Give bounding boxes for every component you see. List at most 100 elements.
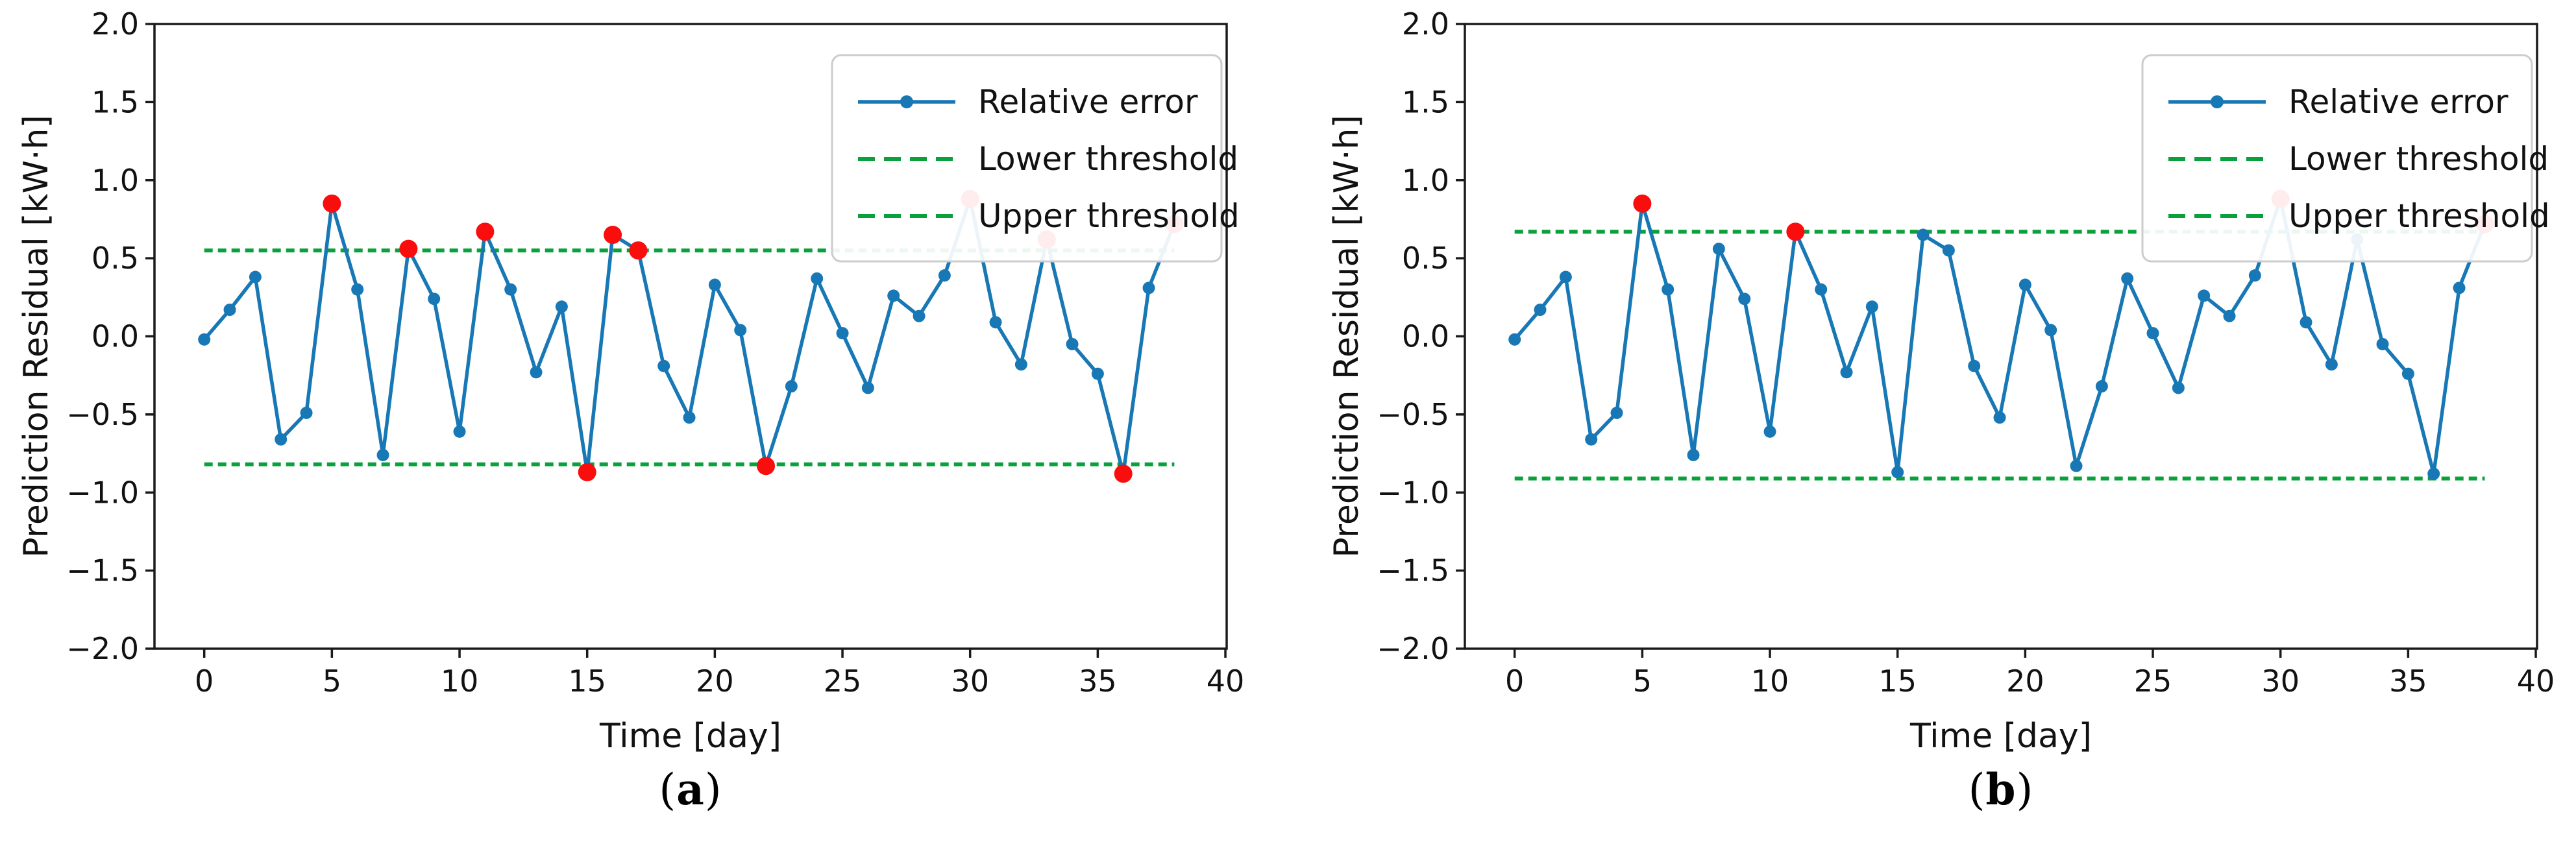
anomaly-marker [323,194,341,213]
x-tick-label: 15 [1878,664,1917,699]
data-point-marker [811,272,824,285]
data-point-marker [198,333,211,346]
x-tick-label: 25 [2134,664,2172,699]
x-axis-label: Time [day] [599,717,781,756]
data-point-marker [1712,243,1725,256]
y-axis-label: Prediction Residual [kW·h] [1327,115,1366,558]
legend-label: Upper threshold [978,197,1240,235]
y-tick-label: 1.5 [92,84,139,119]
data-point-marker [300,406,313,419]
data-point-marker [2044,324,2057,337]
data-point-marker [708,278,721,291]
data-point-marker [1534,304,1547,317]
panel-caption-b: (b) [1465,764,2537,815]
legend-label: Relative error [978,83,1198,121]
data-point-marker [351,283,364,296]
data-point-marker [1968,359,1981,372]
data-point-marker [1066,338,1079,351]
caption-b-close-paren: ) [2016,765,2034,815]
y-tick-label: −2.0 [66,631,139,666]
data-point-marker [1738,293,1751,306]
data-point-marker [2248,269,2261,282]
data-point-marker [1014,358,1027,371]
x-tick-label: 30 [951,664,989,699]
x-tick-label: 30 [2261,664,2300,699]
data-point-marker [1865,300,1878,313]
y-tick-label: −0.5 [66,397,139,432]
data-point-marker [275,433,288,446]
data-point-marker [2172,381,2185,394]
data-point-marker [2198,289,2211,302]
x-axis-label: Time [day] [1909,717,2092,756]
data-point-marker [1763,425,1776,438]
legend-marker-dot-icon [900,95,913,108]
data-point-marker [2070,459,2083,472]
data-point-marker [2325,358,2338,371]
data-point-marker [2300,316,2312,329]
legend-label: Relative error [2288,83,2509,121]
y-tick-label: 1.0 [1402,163,1449,198]
data-point-marker [1942,244,1955,257]
anomaly-marker [757,457,776,475]
x-tick-label: 10 [1751,664,1789,699]
data-point-marker [1662,283,1674,296]
y-tick-label: −2.0 [1377,631,1449,666]
anomaly-marker [476,222,495,241]
x-tick-label: 20 [696,664,734,699]
data-point-marker [555,300,568,313]
x-tick-label: 0 [1505,664,1524,699]
y-tick-label: −1.5 [66,553,139,588]
data-point-marker [1142,282,1155,294]
anomaly-marker [578,463,596,481]
x-tick-label: 20 [2006,664,2044,699]
y-tick-label: −1.0 [1377,475,1449,510]
x-tick-label: 10 [441,664,479,699]
y-tick-label: 2.0 [1402,6,1449,42]
x-tick-label: 5 [323,664,341,699]
anomaly-marker [1114,464,1133,483]
data-point-marker [1091,367,1104,380]
legend-box [2141,54,2533,263]
y-tick-label: −0.5 [1377,397,1449,432]
y-tick-label: 1.5 [1402,84,1449,119]
data-point-marker [938,269,951,282]
y-tick-label: 0.5 [92,241,139,276]
x-tick-label: 35 [1079,664,1117,699]
data-point-marker [1891,466,1904,479]
data-point-marker [861,381,874,394]
data-point-marker [1508,333,1521,346]
legend: Relative error Lower threshold Upper thres… [831,54,1240,263]
x-tick-label: 15 [568,664,606,699]
data-point-marker [376,448,389,461]
data-point-marker [223,304,236,317]
data-point-marker [2453,282,2466,294]
data-point-marker [1610,406,1623,419]
data-point-marker [530,366,543,379]
chart-b: 0 5 10 15 20 25 30 35 40 2.0 1.5 1.0 0.5 0.0 −0.5 −1.0 −… [1327,6,2555,756]
y-tick-label: 0.5 [1402,241,1449,276]
legend: Relative error Lower threshold Upper thres… [2141,54,2550,263]
data-point-marker [683,411,696,424]
data-point-marker [785,380,798,393]
x-tick-label: 0 [195,664,214,699]
y-tick-label: 0.0 [92,319,139,354]
chart-a: 0 5 10 15 20 25 30 35 40 2.0 1.5 1.0 0.5 0.0 −0.5 −1.0 −… [17,6,1244,756]
anomaly-marker [629,241,648,260]
caption-a-close-paren: ) [704,765,722,815]
data-point-marker [2376,338,2389,351]
legend-box [831,54,1223,263]
y-tick-label: −1.5 [1377,553,1449,588]
data-point-marker [249,270,262,283]
data-point-marker [887,289,900,302]
data-point-marker [913,309,926,322]
data-point-marker [657,359,670,372]
legend-marker-dot-icon [2211,95,2224,108]
data-point-marker [1585,433,1598,446]
legend-label: Lower threshold [2288,140,2549,178]
data-point-marker [2018,278,2031,291]
data-point-marker [453,425,466,438]
anomaly-marker [1786,222,1805,241]
caption-b-open-paren: ( [1968,765,1986,815]
